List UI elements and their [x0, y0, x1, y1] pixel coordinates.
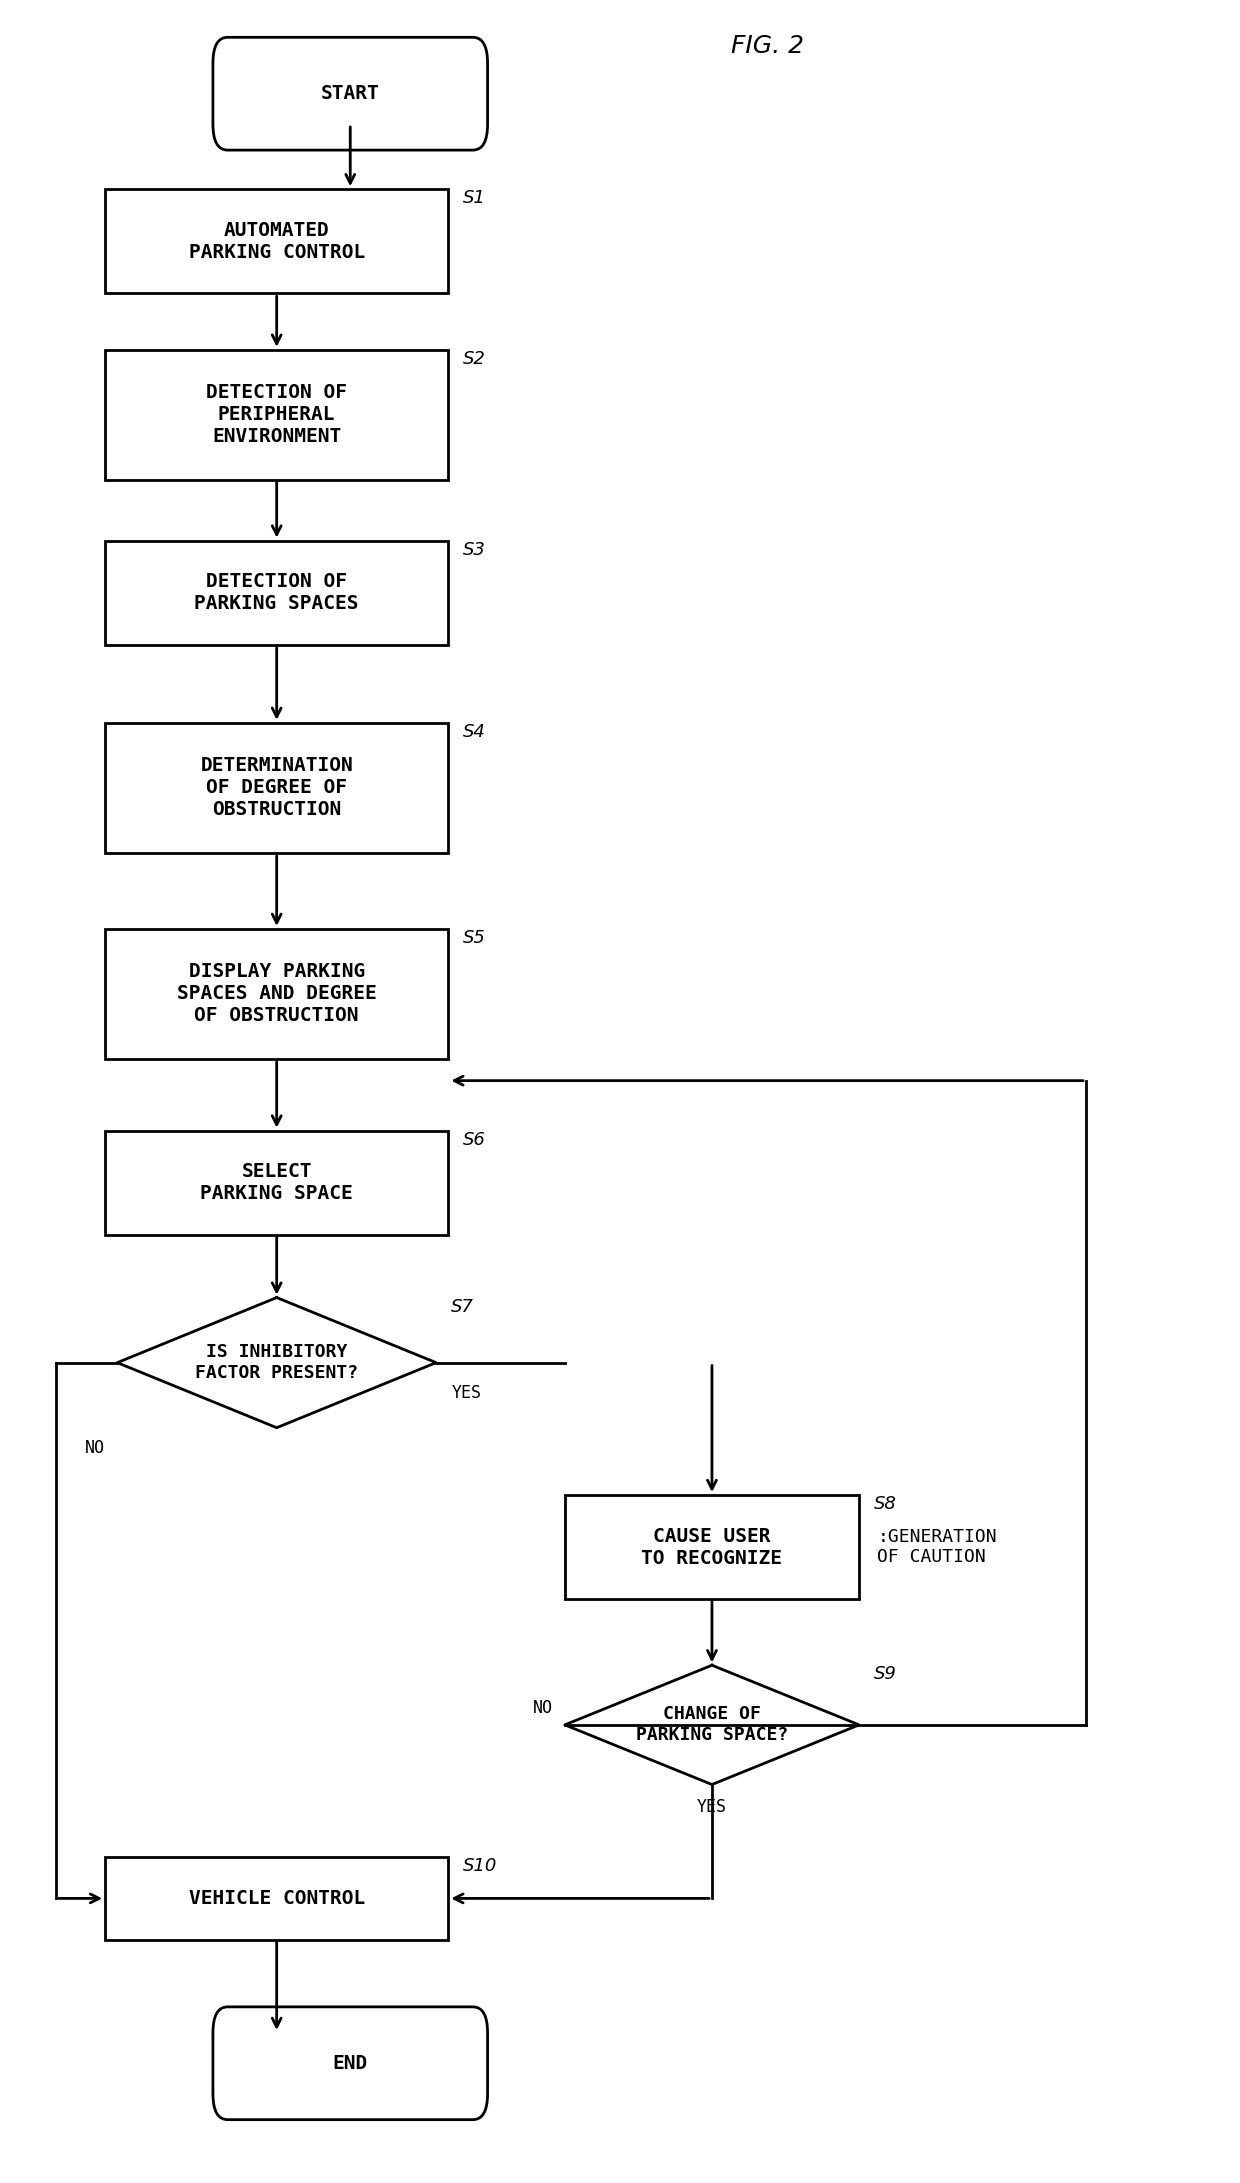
Text: DETECTION OF
PERIPHERAL
ENVIRONMENT: DETECTION OF PERIPHERAL ENVIRONMENT: [206, 384, 347, 445]
Text: S9: S9: [874, 1666, 897, 1683]
Polygon shape: [118, 1297, 436, 1428]
Text: S7: S7: [451, 1297, 474, 1316]
Text: S8: S8: [874, 1495, 897, 1513]
Text: SELECT
PARKING SPACE: SELECT PARKING SPACE: [201, 1161, 353, 1203]
Text: YES: YES: [453, 1384, 482, 1401]
Text: DETECTION OF
PARKING SPACES: DETECTION OF PARKING SPACES: [195, 572, 358, 613]
Text: VEHICLE CONTROL: VEHICLE CONTROL: [188, 1888, 365, 1908]
Bar: [105, 190, 449, 293]
Text: START: START: [321, 85, 379, 103]
FancyBboxPatch shape: [213, 2006, 487, 2120]
Text: S10: S10: [463, 1858, 497, 1875]
FancyBboxPatch shape: [213, 37, 487, 151]
Text: YES: YES: [697, 1797, 727, 1816]
Bar: [105, 1858, 449, 1941]
Text: FIG. 2: FIG. 2: [730, 35, 804, 59]
Text: S3: S3: [463, 541, 486, 559]
Text: NO: NO: [86, 1439, 105, 1456]
Bar: [565, 1495, 859, 1600]
Bar: [105, 928, 449, 1059]
Polygon shape: [565, 1666, 859, 1784]
Bar: [105, 541, 449, 644]
Text: DISPLAY PARKING
SPACES AND DEGREE
OF OBSTRUCTION: DISPLAY PARKING SPACES AND DEGREE OF OBS…: [177, 963, 377, 1026]
Bar: [105, 1131, 449, 1236]
Text: CAUSE USER
TO RECOGNIZE: CAUSE USER TO RECOGNIZE: [641, 1526, 782, 1567]
Text: S1: S1: [463, 190, 486, 207]
Text: DETERMINATION
OF DEGREE OF
OBSTRUCTION: DETERMINATION OF DEGREE OF OBSTRUCTION: [201, 755, 353, 819]
Text: END: END: [332, 2054, 368, 2074]
Bar: [105, 349, 449, 480]
Text: S5: S5: [463, 928, 486, 947]
Text: CHANGE OF
PARKING SPACE?: CHANGE OF PARKING SPACE?: [636, 1705, 789, 1744]
Text: NO: NO: [532, 1698, 553, 1716]
Text: S6: S6: [463, 1131, 486, 1148]
Text: AUTOMATED
PARKING CONTROL: AUTOMATED PARKING CONTROL: [188, 220, 365, 262]
Text: S4: S4: [463, 723, 486, 740]
Bar: [105, 723, 449, 854]
Text: :GENERATION
OF CAUTION: :GENERATION OF CAUTION: [878, 1528, 997, 1567]
Text: S2: S2: [463, 349, 486, 367]
Text: IS INHIBITORY
FACTOR PRESENT?: IS INHIBITORY FACTOR PRESENT?: [195, 1343, 358, 1382]
